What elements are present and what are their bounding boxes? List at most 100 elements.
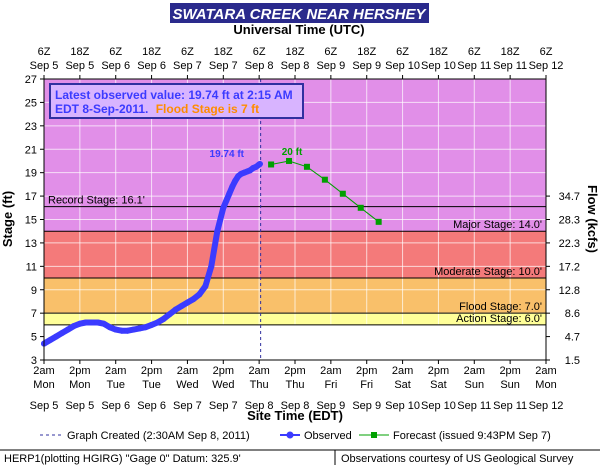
observed-point [130, 326, 137, 333]
forecast-point [268, 161, 275, 168]
x-tick-label-line2: Mon [69, 379, 90, 391]
top-tick-label-time: 18Z [501, 46, 520, 58]
top-tick-label-date: Sep 7 [173, 60, 202, 72]
latest-value-callout: Latest observed value: 19.74 ft at 2:15 … [49, 83, 304, 119]
legend-observed-marker [286, 431, 294, 439]
x-tick-label-line1: 2am [105, 365, 126, 377]
x-tick-label-line2: Wed [212, 379, 234, 391]
observed-point [112, 326, 119, 333]
x-tick-label-line3: Sep 10 [385, 400, 420, 412]
top-tick-label-time: 18Z [429, 46, 448, 58]
observed-point [46, 337, 53, 344]
y2-axis-title: Flow (kcfs) [585, 185, 600, 253]
callout-line2: EDT 8-Sep-2011. [55, 102, 148, 116]
observed-point [178, 303, 185, 310]
top-tick-label-date: Sep 7 [209, 60, 238, 72]
observed-point [154, 319, 161, 326]
observed-point [88, 319, 95, 326]
x-tick-label-line3: Sep 11 [457, 400, 491, 412]
x-tick-label-line1: 2am [248, 365, 269, 377]
y-tick-label: 11 [26, 261, 37, 273]
observed-point [190, 296, 197, 303]
observed-point [232, 177, 239, 184]
top-tick-label-date: Sep 12 [529, 60, 564, 72]
x-tick-label-line2: Sun [464, 379, 484, 391]
observed-point [208, 263, 215, 270]
y-tick-label: 3 [31, 355, 37, 367]
y-tick-label: 15 [25, 215, 37, 227]
observed-point [64, 326, 71, 333]
stage-line-label: Record Stage: 16.1' [48, 195, 145, 207]
top-tick-label-time: 18Z [142, 46, 161, 58]
observed-point [58, 330, 65, 337]
flow-tick-label: 28.3 [559, 215, 580, 227]
observed-point [196, 291, 203, 298]
top-tick-label-time: 6Z [468, 46, 481, 58]
observed-point [256, 161, 263, 168]
y-tick-label: 23 [25, 121, 37, 133]
y-tick-label: 9 [31, 285, 37, 297]
top-tick-label-time: 6Z [181, 46, 194, 58]
top-tick-label-date: Sep 11 [493, 60, 527, 72]
top-tick-label-time: 18Z [214, 46, 233, 58]
x-tick-label-line1: 2pm [213, 365, 234, 377]
top-tick-label-date: Sep 10 [421, 60, 456, 72]
x-tick-label-line2: Sat [430, 379, 447, 391]
x-tick-label-line1: 2pm [284, 365, 305, 377]
observed-point [82, 319, 89, 326]
x-tick-label-line1: 2am [392, 365, 413, 377]
x-tick-label-line1: 2am [320, 365, 341, 377]
x-tick-label-line2: Tue [106, 379, 125, 391]
x-tick-label-line2: Tue [142, 379, 161, 391]
x-tick-label-line3: Sep 10 [421, 400, 456, 412]
observed-point [166, 311, 173, 318]
axis-ticks: 3 5 7 9 11 13 15 17 19 21 23 25 27 1.5 4.7 8.6 12.8 17.2 2… [25, 46, 580, 412]
x-tick-label-line3: Sep 6 [101, 400, 130, 412]
observed-point [160, 316, 167, 323]
top-tick-label-date: Sep 8 [281, 60, 310, 72]
flow-tick-label: 17.2 [559, 261, 580, 273]
flow-tick-label: 1.5 [565, 355, 580, 367]
observed-peak-label: 19.74 ft [210, 149, 245, 160]
observed-point [136, 325, 143, 332]
observed-point [226, 190, 233, 197]
y-tick-label: 19 [25, 168, 37, 180]
top-tick-label-time: 6Z [324, 46, 337, 58]
top-tick-label-date: Sep 5 [65, 60, 94, 72]
flow-tick-label: 4.7 [565, 332, 580, 344]
top-tick-label-date: Sep 10 [385, 60, 420, 72]
top-tick-label-date: Sep 5 [30, 60, 59, 72]
forecast-point [375, 218, 382, 225]
legend-observed: Observed [304, 430, 352, 442]
x-tick-label-line3: Sep 7 [209, 400, 238, 412]
observed-point [76, 320, 83, 327]
top-tick-label-time: 6Z [540, 46, 553, 58]
observed-point [70, 323, 77, 330]
top-tick-label-time: 6Z [253, 46, 266, 58]
observed-point [106, 324, 113, 331]
forecast-point [321, 176, 328, 183]
x-tick-label-line3: Sep 8 [245, 400, 274, 412]
callout-line1: Latest observed value: 19.74 ft at 2:15 … [55, 88, 293, 102]
stage-line-label: Flood Stage: 7.0' [459, 301, 542, 313]
observed-point [148, 321, 155, 328]
observed-point [172, 306, 179, 313]
x-tick-label-line1: 2am [535, 365, 556, 377]
y-tick-label: 21 [25, 144, 37, 156]
top-axis-title: Universal Time (UTC) [233, 22, 364, 37]
data-series [41, 157, 382, 347]
legend-forecast-marker [371, 432, 377, 438]
x-tick-label-line1: 2am [464, 365, 485, 377]
observed-point [184, 299, 191, 306]
flow-tick-label: 22.3 [559, 238, 580, 250]
x-tick-label-line3: Sep 6 [137, 400, 166, 412]
y-tick-label: 5 [31, 332, 37, 344]
x-tick-label-line1: 2am [177, 365, 198, 377]
x-tick-label-line3: Sep 5 [65, 400, 94, 412]
stage-threshold-lines: Record Stage: 16.1' Major Stage: 14.0' Mod… [44, 79, 546, 360]
title-banner [170, 3, 429, 23]
x-tick-label-line3: Sep 7 [173, 400, 202, 412]
x-tick-label-line1: 2pm [69, 365, 90, 377]
top-tick-label-time: 6Z [109, 46, 122, 58]
flow-tick-label: 34.7 [559, 191, 580, 203]
